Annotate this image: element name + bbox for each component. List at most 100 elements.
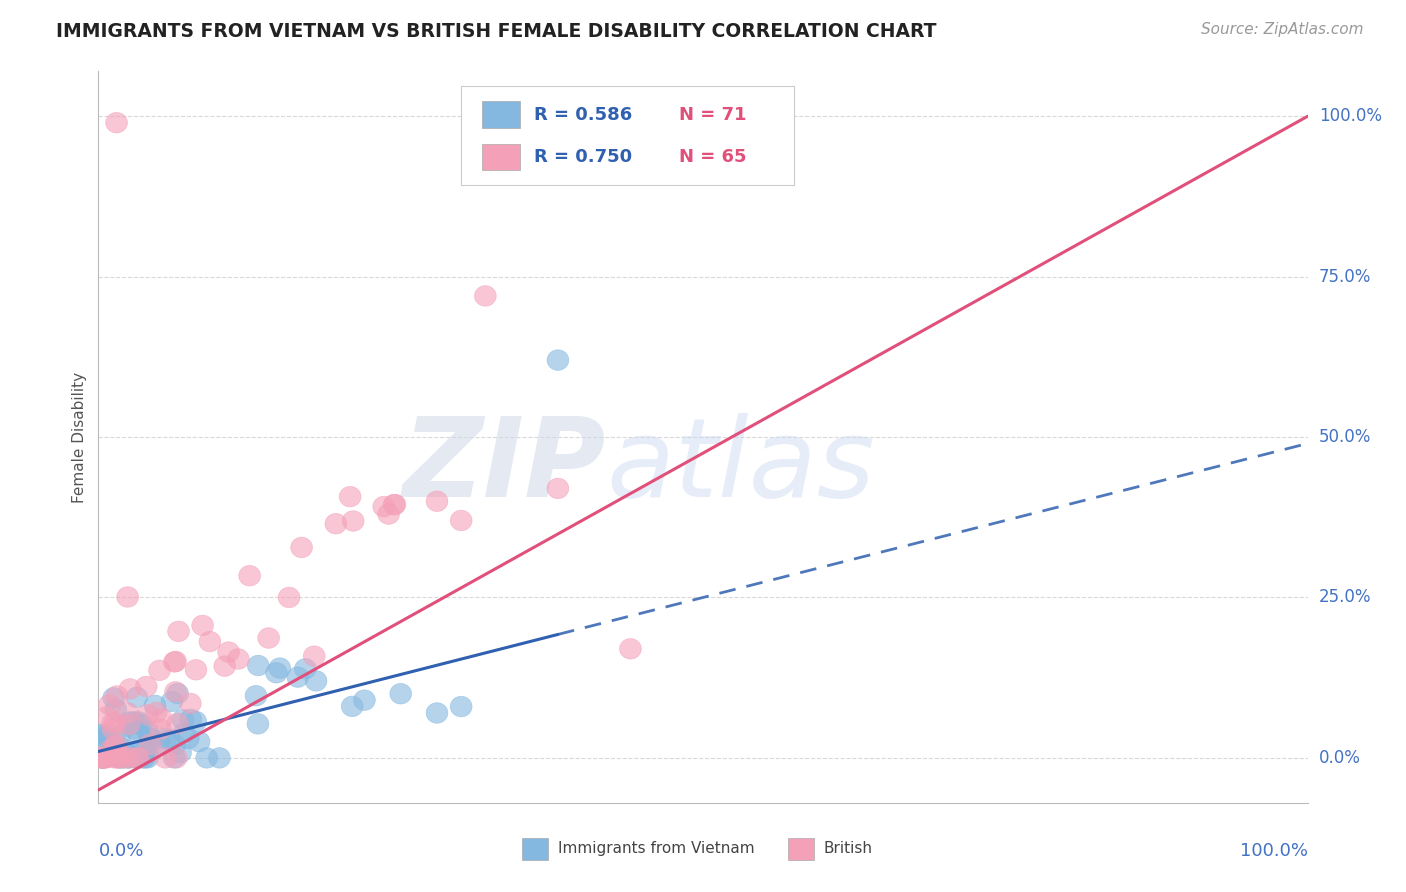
Ellipse shape bbox=[184, 711, 207, 731]
Ellipse shape bbox=[172, 709, 194, 730]
Ellipse shape bbox=[90, 747, 111, 768]
Ellipse shape bbox=[143, 695, 166, 715]
Ellipse shape bbox=[136, 747, 159, 768]
Ellipse shape bbox=[87, 729, 110, 749]
Ellipse shape bbox=[101, 737, 122, 757]
Ellipse shape bbox=[373, 496, 395, 516]
Ellipse shape bbox=[180, 709, 201, 730]
Ellipse shape bbox=[325, 514, 347, 534]
Ellipse shape bbox=[304, 646, 325, 666]
Ellipse shape bbox=[155, 729, 176, 749]
Ellipse shape bbox=[239, 566, 260, 586]
Text: N = 65: N = 65 bbox=[679, 148, 747, 166]
Ellipse shape bbox=[93, 747, 114, 768]
Ellipse shape bbox=[218, 642, 239, 663]
Ellipse shape bbox=[124, 747, 146, 768]
Ellipse shape bbox=[118, 744, 141, 764]
Ellipse shape bbox=[247, 656, 269, 676]
Ellipse shape bbox=[139, 727, 160, 747]
FancyBboxPatch shape bbox=[482, 144, 520, 170]
FancyBboxPatch shape bbox=[461, 86, 793, 185]
Text: Source: ZipAtlas.com: Source: ZipAtlas.com bbox=[1201, 22, 1364, 37]
Ellipse shape bbox=[120, 714, 141, 735]
Text: R = 0.586: R = 0.586 bbox=[534, 105, 631, 123]
Ellipse shape bbox=[342, 696, 363, 716]
Ellipse shape bbox=[287, 667, 309, 688]
Ellipse shape bbox=[167, 683, 188, 704]
Ellipse shape bbox=[135, 676, 157, 697]
Ellipse shape bbox=[136, 705, 159, 725]
Ellipse shape bbox=[107, 747, 128, 768]
Ellipse shape bbox=[257, 628, 280, 648]
Ellipse shape bbox=[186, 659, 207, 680]
Ellipse shape bbox=[245, 685, 267, 706]
Ellipse shape bbox=[93, 747, 115, 768]
Ellipse shape bbox=[105, 699, 127, 720]
Ellipse shape bbox=[110, 725, 131, 746]
Ellipse shape bbox=[97, 727, 118, 747]
Ellipse shape bbox=[450, 697, 472, 717]
Text: 75.0%: 75.0% bbox=[1319, 268, 1371, 285]
Ellipse shape bbox=[98, 695, 121, 715]
Ellipse shape bbox=[110, 747, 132, 768]
Ellipse shape bbox=[208, 747, 231, 768]
Ellipse shape bbox=[90, 747, 112, 768]
Ellipse shape bbox=[166, 747, 187, 768]
Ellipse shape bbox=[122, 719, 145, 739]
Ellipse shape bbox=[266, 663, 287, 683]
Ellipse shape bbox=[150, 708, 173, 729]
Ellipse shape bbox=[134, 741, 156, 762]
Ellipse shape bbox=[112, 739, 134, 759]
Ellipse shape bbox=[620, 639, 641, 659]
Ellipse shape bbox=[305, 671, 328, 691]
Ellipse shape bbox=[547, 478, 569, 499]
Ellipse shape bbox=[159, 730, 180, 750]
Text: 25.0%: 25.0% bbox=[1319, 589, 1371, 607]
Ellipse shape bbox=[117, 587, 139, 607]
Ellipse shape bbox=[127, 687, 148, 707]
Ellipse shape bbox=[291, 537, 312, 558]
Ellipse shape bbox=[195, 747, 218, 768]
Ellipse shape bbox=[141, 729, 162, 749]
FancyBboxPatch shape bbox=[522, 838, 548, 860]
Ellipse shape bbox=[188, 731, 209, 752]
Text: N = 71: N = 71 bbox=[679, 105, 747, 123]
FancyBboxPatch shape bbox=[482, 102, 520, 128]
Ellipse shape bbox=[118, 712, 141, 732]
Ellipse shape bbox=[353, 690, 375, 710]
Ellipse shape bbox=[117, 703, 138, 723]
Ellipse shape bbox=[145, 702, 167, 723]
Ellipse shape bbox=[127, 747, 148, 768]
Ellipse shape bbox=[104, 747, 125, 768]
Ellipse shape bbox=[165, 651, 187, 672]
Ellipse shape bbox=[163, 652, 186, 673]
Ellipse shape bbox=[96, 706, 118, 727]
Ellipse shape bbox=[547, 350, 569, 370]
Ellipse shape bbox=[118, 747, 139, 768]
Text: 0.0%: 0.0% bbox=[1319, 749, 1361, 767]
Ellipse shape bbox=[474, 285, 496, 306]
Ellipse shape bbox=[342, 511, 364, 532]
Ellipse shape bbox=[450, 510, 472, 531]
Ellipse shape bbox=[139, 734, 160, 755]
Ellipse shape bbox=[103, 688, 125, 708]
FancyBboxPatch shape bbox=[787, 838, 814, 860]
Ellipse shape bbox=[136, 741, 159, 762]
Ellipse shape bbox=[426, 491, 449, 511]
Ellipse shape bbox=[149, 733, 170, 754]
Ellipse shape bbox=[134, 747, 156, 768]
Ellipse shape bbox=[96, 747, 117, 768]
Ellipse shape bbox=[94, 727, 115, 747]
Ellipse shape bbox=[108, 747, 129, 768]
Text: IMMIGRANTS FROM VIETNAM VS BRITISH FEMALE DISABILITY CORRELATION CHART: IMMIGRANTS FROM VIETNAM VS BRITISH FEMAL… bbox=[56, 22, 936, 41]
Ellipse shape bbox=[173, 723, 195, 743]
Ellipse shape bbox=[89, 725, 111, 746]
Ellipse shape bbox=[117, 747, 138, 768]
Ellipse shape bbox=[339, 486, 361, 507]
Ellipse shape bbox=[165, 735, 186, 756]
Ellipse shape bbox=[91, 747, 112, 768]
Ellipse shape bbox=[177, 728, 200, 748]
Text: British: British bbox=[824, 841, 873, 856]
Ellipse shape bbox=[104, 728, 125, 748]
Ellipse shape bbox=[294, 658, 316, 679]
